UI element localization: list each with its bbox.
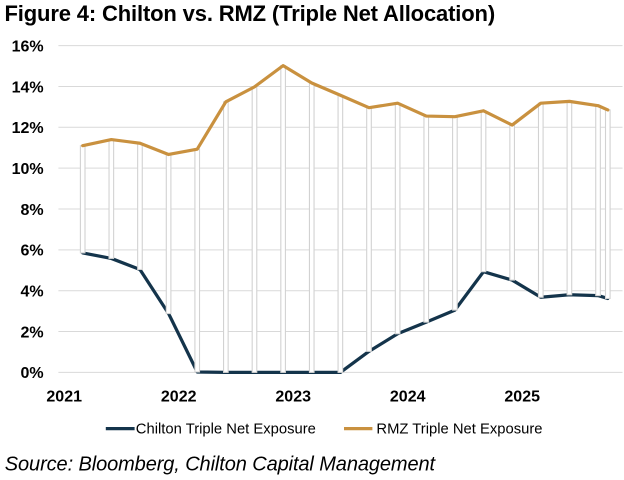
svg-text:10%: 10% — [12, 161, 44, 178]
svg-text:16%: 16% — [12, 38, 44, 55]
svg-text:2025: 2025 — [504, 389, 540, 406]
svg-text:RMZ Triple Net Exposure: RMZ Triple Net Exposure — [376, 421, 542, 437]
svg-text:8%: 8% — [20, 202, 43, 219]
svg-text:4%: 4% — [20, 284, 43, 301]
svg-text:2%: 2% — [20, 324, 43, 341]
svg-text:14%: 14% — [12, 79, 44, 96]
svg-text:2024: 2024 — [390, 389, 426, 406]
svg-text:Source: Bloomberg, Chilton Cap: Source: Bloomberg, Chilton Capital Manag… — [5, 454, 437, 476]
svg-text:Chilton Triple Net Exposure: Chilton Triple Net Exposure — [136, 421, 316, 437]
svg-text:6%: 6% — [20, 243, 43, 260]
svg-text:2023: 2023 — [275, 389, 311, 406]
svg-text:Figure 4: Chilton vs. RMZ (Tri: Figure 4: Chilton vs. RMZ (Triple Net Al… — [5, 1, 496, 26]
svg-text:2022: 2022 — [161, 389, 197, 406]
svg-text:0%: 0% — [20, 365, 43, 382]
svg-text:12%: 12% — [12, 120, 44, 137]
svg-text:2021: 2021 — [46, 389, 82, 406]
